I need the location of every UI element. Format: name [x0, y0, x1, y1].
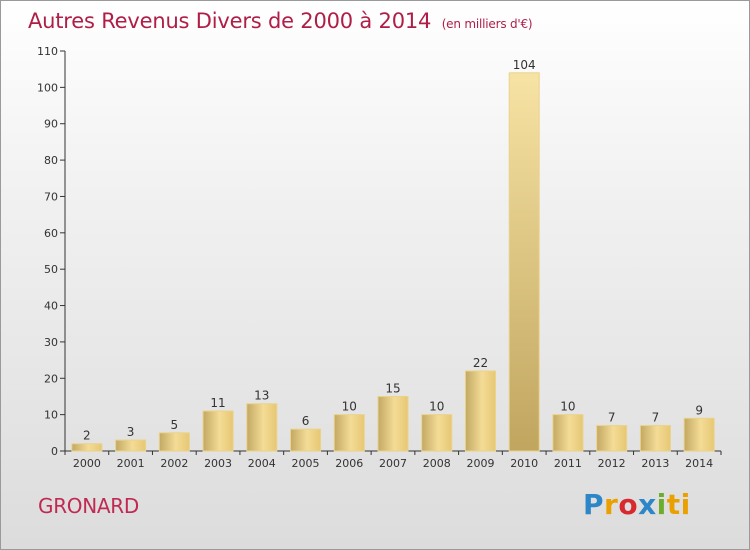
value-label-2005: 6: [302, 414, 310, 428]
x-tick-label: 2007: [379, 457, 407, 470]
bars: [71, 72, 715, 452]
bar-2005[interactable]: [290, 428, 322, 452]
chart-title-text: Autres Revenus Divers de 2000 à 2014: [28, 9, 432, 33]
bar-2010[interactable]: [508, 72, 540, 452]
y-tick-label: 40: [44, 300, 58, 313]
y-tick-label: 70: [44, 190, 58, 203]
value-label-2002: 5: [171, 418, 179, 432]
x-tick-label: 2003: [204, 457, 232, 470]
value-label-2008: 10: [429, 400, 444, 414]
commune-name: GRONARD: [38, 494, 139, 518]
y-tick-label: 90: [44, 118, 58, 131]
x-tick-label: 2001: [117, 457, 145, 470]
y-tick-label: 30: [44, 336, 58, 349]
bar-2008[interactable]: [421, 414, 453, 452]
bar-2002[interactable]: [158, 432, 190, 452]
x-tick-label: 2010: [510, 457, 538, 470]
x-tick-label: 2004: [248, 457, 276, 470]
bar-2014[interactable]: [683, 417, 715, 452]
bar-2009[interactable]: [464, 370, 496, 452]
y-tick-label: 80: [44, 154, 58, 167]
x-tick-label: 2012: [598, 457, 626, 470]
x-axis: 2000 2001 2002 2003 2004 2005 2006 2007 2008 2009…: [64, 450, 722, 470]
value-label-2009: 22: [473, 356, 488, 370]
x-tick-label: 2000: [73, 457, 101, 470]
value-label-2013: 7: [652, 411, 660, 425]
value-label-2011: 10: [560, 400, 575, 414]
value-label-2001: 3: [127, 425, 135, 439]
value-label-2010: 104: [513, 58, 536, 72]
y-tick-label: 60: [44, 227, 58, 240]
value-label-2012: 7: [608, 411, 616, 425]
y-tick-label: 110: [37, 45, 58, 58]
x-tick-label: 2013: [641, 457, 669, 470]
value-label-2000: 2: [83, 429, 91, 443]
y-tick-label: 10: [44, 409, 58, 422]
bar-2007[interactable]: [377, 395, 409, 452]
x-tick-label: 2005: [292, 457, 320, 470]
proxiti-logo[interactable]: Proxiti: [583, 488, 691, 521]
x-tick-label: 2002: [160, 457, 188, 470]
y-tick-label: 50: [44, 263, 58, 276]
bar-2004[interactable]: [246, 403, 278, 452]
value-label-2006: 10: [342, 400, 357, 414]
y-tick-label: 0: [51, 445, 58, 458]
x-tick-label: 2011: [554, 457, 582, 470]
value-labels: 2 3 5 11 13 6 10 15 10 22 104 10 7 7 9: [83, 58, 703, 443]
bar-2013[interactable]: [639, 425, 671, 452]
value-label-2004: 13: [254, 389, 269, 403]
bar-2000[interactable]: [71, 443, 103, 452]
value-label-2014: 9: [695, 403, 703, 417]
x-tick-label: 2006: [335, 457, 363, 470]
y-axis: 0 10 20 30 40 50 60 70 80 90 100 110: [37, 45, 66, 458]
value-label-2003: 11: [210, 396, 225, 410]
bar-2011[interactable]: [552, 414, 584, 452]
x-tick-label: 2009: [466, 457, 494, 470]
x-tick-label: 2014: [685, 457, 713, 470]
x-tick-label: 2008: [423, 457, 451, 470]
bar-2006[interactable]: [333, 414, 365, 452]
bar-2003[interactable]: [202, 410, 234, 452]
value-label-2007: 15: [385, 381, 400, 395]
y-tick-label: 20: [44, 372, 58, 385]
y-tick-label: 100: [37, 81, 58, 94]
chart-title: Autres Revenus Divers de 2000 à 2014 (en…: [28, 9, 533, 33]
bar-2001[interactable]: [115, 439, 147, 452]
chart-unit: (en milliers d'€): [441, 17, 533, 31]
bar-2012[interactable]: [596, 425, 628, 452]
